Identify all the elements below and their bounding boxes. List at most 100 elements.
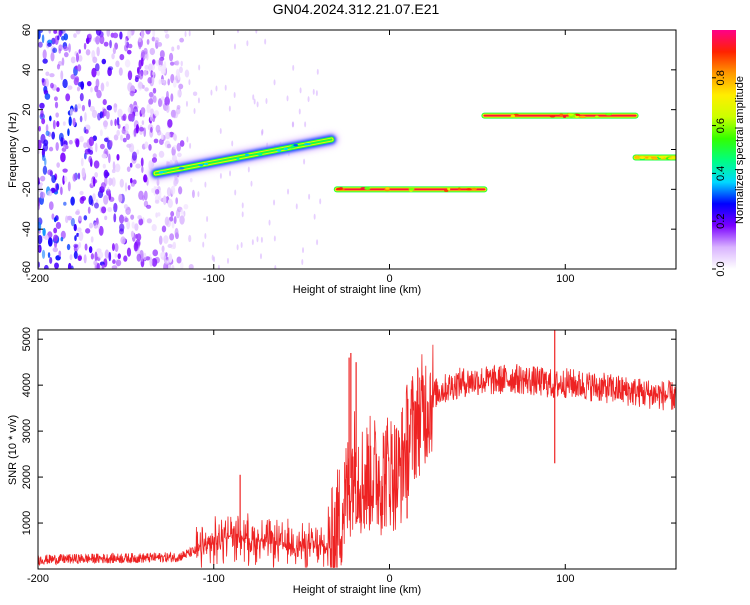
noise-blob: [130, 182, 135, 187]
noise-blob: [197, 97, 200, 104]
noise-blob: [177, 152, 182, 158]
noise-blob: [63, 175, 68, 183]
noise-blob: [171, 46, 175, 52]
spectrogram-x-tick-label: -200: [27, 273, 49, 285]
noise-blob: [95, 30, 102, 36]
noise-blob: [148, 143, 152, 151]
noise-blob: [136, 149, 140, 155]
noise-blob: [84, 111, 87, 122]
spectrogram-xlabel: Height of straight line (km): [293, 284, 421, 296]
noise-blob: [146, 103, 151, 114]
spectral-speckle: [465, 188, 472, 191]
noise-blob: [148, 160, 153, 170]
noise-blob: [51, 174, 57, 184]
noise-blob: [170, 109, 176, 118]
noise-blob: [204, 181, 207, 188]
noise-blob: [103, 41, 109, 47]
noise-blob: [114, 253, 118, 258]
noise-blob: [236, 244, 239, 251]
noise-blob: [86, 81, 92, 87]
noise-blob: [88, 98, 91, 108]
noise-blob: [129, 90, 135, 97]
noise-blob: [316, 239, 319, 246]
spectrogram-y-tick-label: -60: [21, 261, 33, 277]
noise-blob: [133, 128, 137, 137]
noise-blob: [170, 73, 175, 84]
noise-blob: [50, 82, 54, 89]
snr-x-tick-label: -200: [27, 573, 49, 585]
noise-blob: [39, 191, 46, 199]
noise-blob: [80, 195, 87, 201]
noise-blob: [273, 79, 276, 86]
noise-blob: [313, 213, 316, 220]
noise-blob: [166, 219, 171, 228]
noise-blob: [219, 128, 222, 135]
colorbar-tick-label: 0.4: [715, 166, 727, 181]
noise-blob: [157, 212, 161, 217]
noise-blob: [104, 215, 108, 221]
noise-blob: [55, 112, 59, 118]
spectral-speckle: [198, 164, 204, 167]
noise-blob: [41, 34, 45, 44]
noise-blob: [215, 85, 218, 92]
noise-blob: [73, 243, 79, 248]
noise-blob: [85, 228, 91, 234]
noise-blob: [154, 199, 160, 204]
noise-blob: [173, 216, 177, 225]
noise-blob: [134, 223, 139, 231]
noise-blob: [45, 124, 49, 133]
noise-blob: [172, 133, 177, 141]
noise-blob: [68, 139, 73, 145]
noise-blob: [167, 118, 173, 128]
spectrogram-y-tick-label: -20: [21, 181, 33, 197]
noise-blob: [69, 254, 73, 261]
noise-blob: [72, 173, 77, 182]
noise-blob: [38, 30, 41, 40]
noise-blob: [114, 243, 119, 252]
noise-blob: [154, 37, 160, 43]
noise-blob: [173, 179, 178, 187]
noise-blob: [42, 49, 47, 60]
noise-blob: [115, 259, 122, 267]
noise-blob: [64, 145, 69, 150]
noise-blob: [92, 176, 96, 187]
noise-blob: [39, 175, 46, 182]
noise-blob: [115, 60, 120, 68]
noise-blob: [67, 85, 73, 90]
noise-blob: [99, 143, 105, 150]
noise-blob: [60, 152, 66, 163]
noise-blob: [217, 264, 220, 269]
noise-blob: [176, 105, 181, 110]
noise-blob: [68, 43, 71, 53]
noise-blob: [231, 140, 234, 147]
noise-blob: [38, 221, 42, 232]
noise-blob: [295, 203, 298, 210]
noise-blob: [44, 264, 49, 269]
noise-blob: [228, 105, 231, 112]
noise-blob: [261, 128, 264, 135]
spectral-speckle: [579, 115, 586, 118]
noise-blob: [150, 126, 153, 133]
noise-blob: [141, 120, 145, 125]
snr-frame: [37, 329, 677, 570]
noise-blob: [60, 136, 64, 147]
noise-blob: [136, 233, 142, 242]
noise-blob: [166, 90, 169, 100]
noise-blob: [260, 236, 263, 243]
noise-blob: [95, 35, 100, 45]
noise-blob: [171, 219, 175, 229]
spectral-speckle: [408, 187, 415, 191]
noise-blob: [101, 153, 108, 159]
noise-blob: [259, 253, 262, 260]
noise-blob: [179, 215, 185, 225]
spectral-speckle: [276, 149, 282, 152]
noise-blob: [136, 253, 142, 262]
noise-blob: [178, 66, 183, 74]
noise-blob: [102, 108, 107, 117]
noise-blob: [83, 42, 87, 50]
noise-blob: [135, 123, 139, 134]
noise-blob: [70, 56, 76, 64]
noise-blob: [118, 214, 125, 224]
spectral-speckle: [257, 153, 263, 156]
spectrogram-x-tick-label: 0: [386, 273, 392, 285]
